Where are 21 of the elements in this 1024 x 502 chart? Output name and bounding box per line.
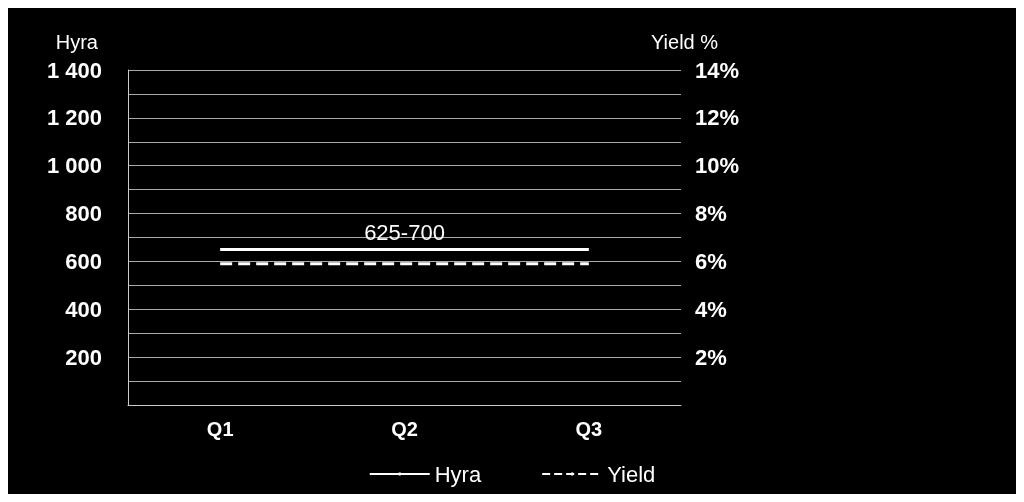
y-tick-label: 600 <box>65 248 102 274</box>
x-tick-label: Q1 <box>206 418 234 440</box>
y-tick-label: 200 <box>65 344 102 370</box>
y2-tick-label: 10% <box>695 153 740 179</box>
y-tick-label: 400 <box>65 296 102 322</box>
y2-tick-label: 4% <box>695 296 727 322</box>
x-tick-label: Q3 <box>575 418 603 440</box>
x-tick-label: Q2 <box>391 418 418 440</box>
y-tick-label: 1 400 <box>46 57 102 83</box>
y-tick-label: 800 <box>65 201 102 227</box>
y2-axis-title: Yield % <box>651 31 719 53</box>
y2-tick-label: 2% <box>695 344 727 370</box>
y2-tick-label: 12% <box>695 105 740 131</box>
y-axis-title: Hyra <box>55 31 99 53</box>
y2-tick-label: 14% <box>695 57 740 83</box>
y-tick-label: 1 200 <box>46 105 102 131</box>
legend-label: Yield <box>607 461 656 487</box>
y2-tick-label: 8% <box>695 201 727 227</box>
y-tick-label: 1 000 <box>46 153 102 179</box>
y2-tick-label: 6% <box>695 248 727 274</box>
legend-label: Hyra <box>434 461 482 487</box>
